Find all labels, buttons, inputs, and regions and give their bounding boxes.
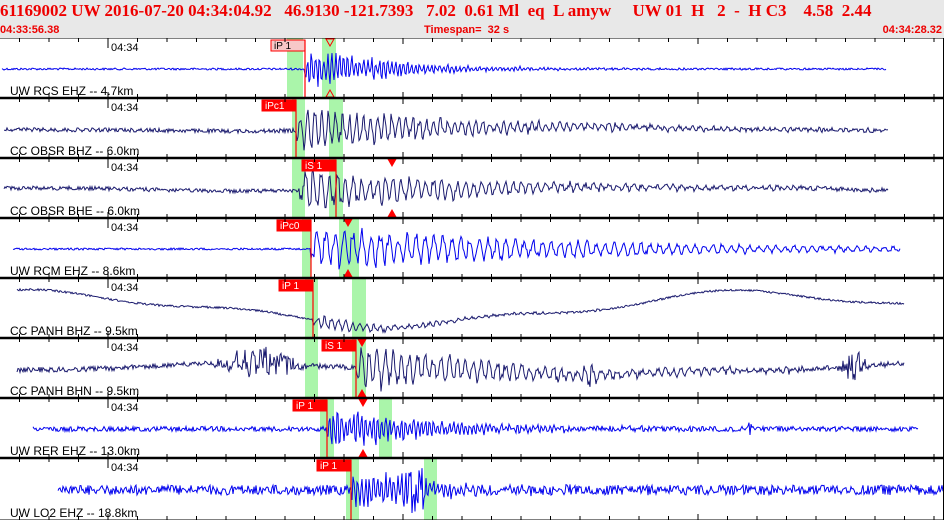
theoretical-arrival-icon <box>325 38 335 48</box>
phase-pick-label: iP 1 <box>320 461 337 472</box>
waveform-trace <box>4 109 889 151</box>
trace-panel[interactable]: iP 1 04:34 UW LO2 EHZ -- 18.8km <box>10 458 944 520</box>
station-channel-label: UW RCS EHZ -- 4.7km <box>10 84 133 98</box>
minute-time-label: 04:34 <box>111 282 139 294</box>
pick-window <box>379 398 392 458</box>
waveform-trace <box>57 468 944 514</box>
minute-time-label: 04:34 <box>111 342 139 354</box>
phase-pick-label: iPc0 <box>280 221 300 232</box>
pick-window <box>352 278 366 338</box>
minute-time-label: 04:34 <box>111 102 139 114</box>
trace-panel[interactable]: iS 1 04:34 CC PANH BHN -- 9.5km <box>10 338 905 398</box>
waveform-trace <box>1 52 887 87</box>
station-channel-label: CC OBSR BHZ -- 6.0km <box>10 144 139 158</box>
waveform-trace <box>3 168 889 209</box>
station-channel-label: CC OBSR BHE -- 6.0km <box>10 204 140 218</box>
waveform-trace <box>32 411 919 446</box>
waveform-panels[interactable]: iP 1 04:34 UW RCS EHZ -- 4.7km iPc1 04:34 CC … <box>0 38 944 520</box>
minute-time-label: 04:34 <box>111 42 139 54</box>
waveform-trace <box>12 227 901 270</box>
trace-panel[interactable]: iPc1 04:34 CC OBSR BHZ -- 6.0km <box>4 98 889 158</box>
waveform-trace <box>16 287 905 334</box>
phase-pick-label: iS 1 <box>305 161 323 172</box>
window-end-time: 04:34:28.32 <box>882 24 942 36</box>
phase-pick-label: iS 1 <box>325 341 343 352</box>
phase-pick-label: iP 1 <box>296 401 313 412</box>
theoretical-arrival-icon <box>358 448 368 458</box>
station-channel-label: UW RCM EHZ -- 8.6km <box>10 264 135 278</box>
theoretical-arrival-icon <box>358 398 368 408</box>
timespan-label: Timespan= 32 s <box>424 24 510 36</box>
pick-window <box>292 158 305 218</box>
minute-time-label: 04:34 <box>111 222 139 234</box>
phase-pick-label: iP 1 <box>274 41 291 52</box>
pick-window <box>302 218 311 278</box>
trace-panel[interactable]: iP 1 04:34 UW RER EHZ -- 13.0km <box>10 398 919 458</box>
theoretical-arrival-icon <box>387 158 397 168</box>
trace-panel[interactable]: iPc0 04:34 UW RCM EHZ -- 8.6km <box>10 218 901 278</box>
trace-panel[interactable]: iP 1 04:34 UW RCS EHZ -- 4.7km <box>1 38 887 98</box>
waveform-trace <box>16 346 905 392</box>
theoretical-arrival-icon <box>387 208 397 218</box>
event-summary-line: 61169002 UW 2016-07-20 04:34:04.92 46.91… <box>0 1 872 20</box>
minute-time-label: 04:34 <box>111 462 139 474</box>
event-header: 61169002 UW 2016-07-20 04:34:04.92 46.91… <box>0 0 944 38</box>
station-channel-label: UW RER EHZ -- 13.0km <box>10 444 140 458</box>
minute-time-label: 04:34 <box>111 162 139 174</box>
trace-panel[interactable]: iP 1 04:34 CC PANH BHZ -- 9.5km <box>10 278 905 338</box>
station-channel-label: CC PANH BHN -- 9.5km <box>10 384 139 398</box>
pick-window <box>424 458 437 520</box>
station-channel-label: UW LO2 EHZ -- 18.8km <box>10 506 137 520</box>
trace-panel[interactable]: iS 1 04:34 CC OBSR BHE -- 6.0km <box>3 158 889 218</box>
minute-time-label: 04:34 <box>111 402 139 414</box>
pick-window <box>305 338 318 398</box>
phase-pick-label: iPc1 <box>265 101 285 112</box>
station-channel-label: CC PANH BHZ -- 9.5km <box>10 324 138 338</box>
window-start-time: 04:33:56.38 <box>0 24 60 36</box>
phase-pick-label: iP 1 <box>282 281 299 292</box>
